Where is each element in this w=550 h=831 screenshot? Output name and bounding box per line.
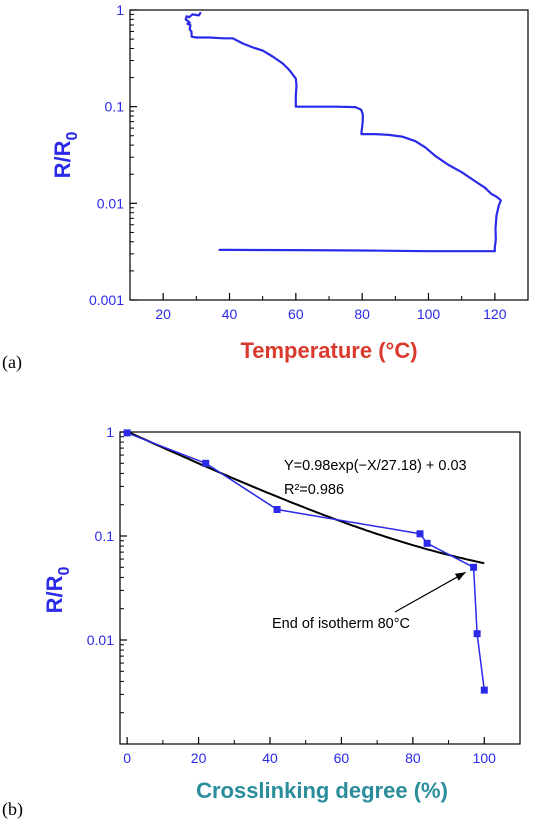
panel-a-y-axis-label-subscript: 0 <box>64 132 81 141</box>
panel-b-x-tick-labels: 0 20 40 60 80 100 <box>123 750 496 766</box>
panel-b-r-squared: R²=0.986 <box>284 482 344 498</box>
panel-b-annotation-arrow <box>394 571 466 613</box>
panel-a-resistance-curve <box>184 11 502 253</box>
panel-b-label: (b) <box>2 799 23 820</box>
panel-a-ticks <box>130 9 496 301</box>
x-tick-label: 80 <box>405 750 421 766</box>
panel-b-y-tick-labels: 0.01 0.1 1 <box>87 424 114 648</box>
panel-b-y-axis-label-main: R/R <box>42 575 67 613</box>
panel-b-x-axis-label: Crosslinking degree (%) <box>196 778 448 803</box>
y-tick-label: 0.001 <box>89 292 124 308</box>
y-tick-label: 0.01 <box>87 632 114 648</box>
data-point-marker <box>470 563 478 571</box>
panel-a-x-axis-label: Temperature (°C) <box>240 338 417 363</box>
panel-a-y-axis-label-main: R/R <box>50 140 75 178</box>
y-tick-label: 0.1 <box>95 528 115 544</box>
x-tick-label: 100 <box>473 750 497 766</box>
x-tick-label: 120 <box>483 306 507 322</box>
x-tick-label: 20 <box>155 306 171 322</box>
panel-a-plot-frame <box>129 9 529 301</box>
panel-a-chart: 0.001 0.01 0.1 1 20 40 60 80 100 120 Temperature… <box>2 2 529 373</box>
panel-a-label: (a) <box>2 352 22 373</box>
panel-b-plot-frame <box>119 431 521 745</box>
panel-b-ticks <box>120 431 485 744</box>
panel-b-y-axis-label-subscript: 0 <box>56 567 73 576</box>
x-tick-label: 0 <box>123 750 131 766</box>
x-tick-label: 80 <box>354 306 370 322</box>
data-point-marker <box>423 539 431 547</box>
panel-b-fit-equation: Y=0.98exp(−X/27.18) + 0.03 <box>284 458 467 474</box>
panel-b-arrowhead-icon <box>454 572 466 581</box>
panel-b-exponential-fit-curve <box>126 430 485 565</box>
data-point-marker <box>202 459 210 467</box>
x-tick-label: 20 <box>191 750 207 766</box>
x-tick-label: 60 <box>288 306 304 322</box>
x-tick-label: 40 <box>262 750 278 766</box>
data-point-marker <box>273 506 281 513</box>
data-point-marker <box>123 429 131 437</box>
data-point-marker <box>416 530 424 538</box>
panel-b-isotherm-note: End of isotherm 80°C <box>272 616 410 632</box>
panel-b-data-line <box>126 432 486 691</box>
panel-a-y-tick-labels: 0.001 0.01 0.1 1 <box>89 2 124 308</box>
y-tick-label: 0.01 <box>97 195 124 211</box>
x-tick-label: 40 <box>222 306 238 322</box>
panel-b-data-markers <box>123 429 488 694</box>
panel-a-x-tick-labels: 20 40 60 80 100 120 <box>155 306 506 322</box>
panel-b-y-axis-label: R/R0 <box>42 567 73 614</box>
y-tick-label: 1 <box>106 424 114 440</box>
y-tick-label: 0.1 <box>105 99 125 115</box>
y-tick-label: 1 <box>116 2 124 18</box>
x-tick-label: 60 <box>334 750 350 766</box>
panel-a-y-axis-label: R/R0 <box>50 132 81 179</box>
panel-b-chart: 0.01 0.1 1 0 20 40 60 80 100 Y=0.98exp(−X/27.18… <box>2 424 521 820</box>
data-point-marker <box>480 686 488 694</box>
data-point-marker <box>473 630 481 638</box>
x-tick-label: 100 <box>417 306 441 322</box>
